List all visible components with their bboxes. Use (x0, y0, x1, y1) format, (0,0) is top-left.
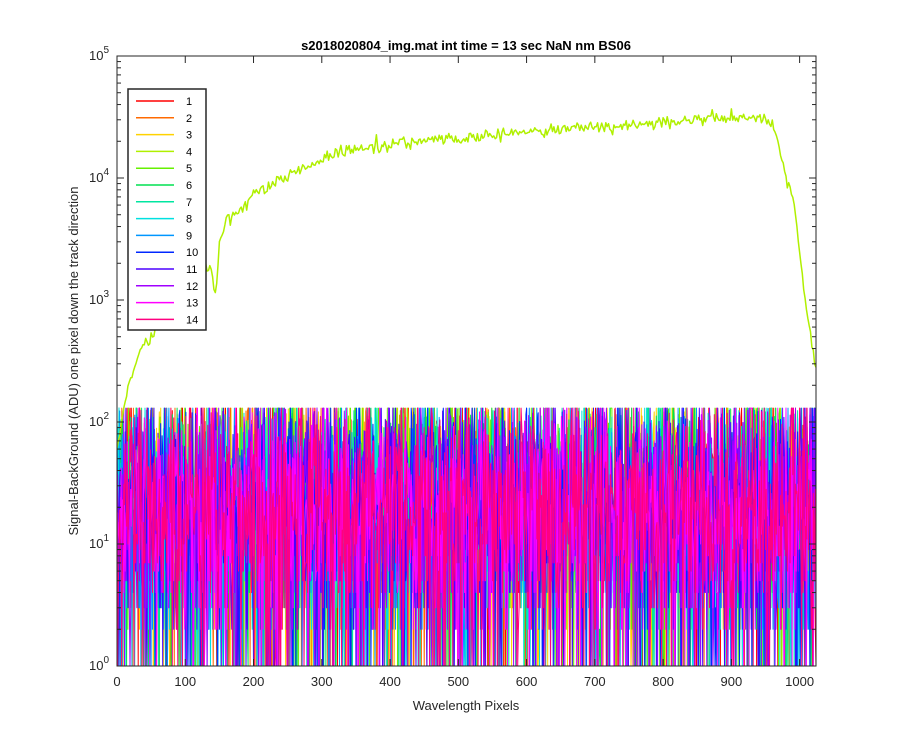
legend-label-4: 4 (186, 146, 192, 158)
legend-label-9: 9 (186, 230, 192, 242)
legend-label-11: 11 (186, 264, 197, 276)
y-axis-label: Signal-BackGround (ADU) one pixel down t… (66, 186, 81, 535)
x-tick-label: 200 (243, 674, 265, 689)
x-tick-label: 100 (174, 674, 196, 689)
x-axis: 0 100 200 300 400 500 600 700 800 900 1000 (113, 56, 814, 689)
x-tick-label: 700 (584, 674, 606, 689)
legend-label-12: 12 (186, 281, 198, 293)
x-tick-label: 1000 (785, 674, 814, 689)
legend-label-6: 6 (186, 180, 192, 192)
x-tick-label: 400 (379, 674, 401, 689)
x-tick-label: 0 (113, 674, 120, 689)
x-axis-label: Wavelength Pixels (413, 698, 520, 713)
legend-label-7: 7 (186, 197, 192, 209)
legend-label-1: 1 (186, 96, 192, 108)
x-tick-label: 900 (721, 674, 743, 689)
legend-label-5: 5 (186, 163, 192, 175)
legend-box (127, 88, 207, 331)
x-tick-label: 600 (516, 674, 538, 689)
legend-label-14: 14 (186, 314, 198, 326)
series-line-13 (117, 407, 816, 666)
legend-label-8: 8 (186, 214, 192, 226)
series-line-14 (117, 407, 816, 666)
series-line-4 (117, 108, 816, 449)
series-layer (117, 108, 816, 666)
plot-frame (116, 55, 817, 667)
legend-label-2: 2 (186, 113, 192, 125)
x-tick-label: 500 (447, 674, 469, 689)
chart-title: s2018020804_img.mat int time = 13 sec Na… (301, 38, 631, 53)
legend-label-3: 3 (186, 130, 192, 142)
legend-label-10: 10 (186, 247, 198, 259)
legend-label-13: 13 (186, 298, 198, 310)
x-tick-label: 800 (652, 674, 674, 689)
x-tick-label: 300 (311, 674, 333, 689)
